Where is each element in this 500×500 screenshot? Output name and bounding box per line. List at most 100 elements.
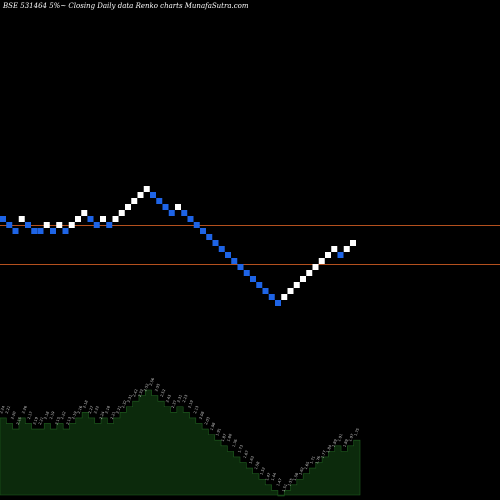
volume-label: 1.58 — [254, 460, 261, 470]
renko-brick-down — [162, 204, 169, 210]
volume-label: 1.98 — [210, 421, 217, 431]
renko-bricks — [0, 186, 356, 306]
volume-label: 1.63 — [248, 456, 255, 465]
renko-brick-up — [137, 192, 144, 198]
volume-label: 1.51 — [282, 483, 289, 492]
volume-label: 2.26 — [21, 405, 28, 415]
volume-label: 2.42 — [132, 389, 139, 398]
volume-label: 2.32 — [138, 389, 145, 398]
renko-brick-up — [287, 288, 294, 294]
volume-label: 1.76 — [315, 455, 322, 465]
renko-brick-up — [318, 258, 325, 264]
renko-brick-down — [262, 288, 269, 294]
volume-label: 1.55 — [287, 478, 294, 487]
volume-label: 1.67 — [243, 450, 250, 459]
renko-brick-down — [62, 228, 69, 234]
renko-brick-down — [87, 216, 94, 222]
volume-label: 2.56 — [149, 377, 156, 387]
volume-label: 2.18 — [82, 399, 89, 409]
renko-brick-down — [31, 228, 38, 234]
volume-label: 1.89 — [343, 438, 350, 448]
renko-brick-up — [281, 294, 288, 300]
volume-label: 2.19 — [49, 410, 56, 420]
volume-label: 2.13 — [66, 416, 73, 425]
volume-label: 2.15 — [55, 416, 62, 425]
renko-brick-up — [306, 270, 313, 276]
renko-brick-down — [0, 216, 6, 222]
renko-brick-up — [75, 216, 81, 222]
renko-brick-down — [206, 234, 213, 240]
volume-label: 1.89 — [331, 438, 338, 448]
renko-brick-down — [12, 228, 19, 234]
volume-label: 2.21 — [110, 411, 117, 420]
renko-brick-up — [43, 222, 50, 228]
renko-brick-up — [350, 240, 356, 246]
volume-label: 1.91 — [337, 433, 344, 442]
renko-brick-down — [237, 264, 244, 270]
volume-label: 2.21 — [5, 405, 12, 414]
renko-brick-down — [37, 228, 44, 234]
volume-label: 1.76 — [232, 438, 239, 448]
volume-label: 2.24 — [99, 410, 106, 420]
chart-title: BSE 531464 5%~ Closing Daily data Renko … — [3, 2, 249, 10]
volume-label: 2.55 — [154, 383, 161, 392]
renko-brick-down — [200, 228, 206, 234]
volume-label: 1.65 — [304, 461, 311, 470]
renko-brick-up — [125, 204, 131, 210]
volume-label: 2.19 — [187, 399, 194, 409]
renko-brick-down — [106, 222, 113, 228]
volume-label: 2.18 — [43, 410, 50, 420]
volume-label: 2.43 — [165, 394, 172, 403]
renko-brick-up — [18, 216, 25, 222]
renko-brick-up — [293, 282, 300, 288]
volume-label: 2.19 — [71, 410, 78, 420]
renko-brick-down — [212, 240, 219, 246]
renko-brick-down — [225, 252, 231, 258]
volume-label: 1.73 — [237, 444, 244, 453]
volume-label: 1.75 — [354, 428, 361, 437]
volume-label: 1.47 — [265, 472, 272, 481]
volume-label: 2.20 — [10, 410, 17, 420]
volume-label: 2.24 — [0, 405, 6, 415]
volume-label: 2.16 — [77, 405, 84, 415]
renko-brick-down — [168, 210, 175, 216]
renko-brick-down — [275, 300, 281, 306]
renko-brick-up — [68, 222, 75, 228]
volume-label: 1.87 — [221, 433, 228, 442]
renko-brick-up — [300, 276, 306, 282]
renko-brick-up — [81, 210, 88, 216]
volume-label: 2.15 — [16, 416, 23, 425]
renko-brick-up — [131, 198, 138, 204]
volume-label: 2.22 — [93, 405, 100, 414]
renko-brick-down — [243, 270, 250, 276]
volume-label: 2.19 — [32, 416, 39, 426]
volume-area-path — [0, 389, 361, 497]
volume-label: 2.31 — [127, 394, 134, 403]
volume-label: 2.18 — [104, 405, 111, 415]
volume-label: 2.31 — [176, 394, 183, 403]
renko-brick-down — [231, 258, 238, 264]
volume-label: 2.52 — [160, 389, 167, 398]
volume-label: 1.84 — [326, 444, 333, 454]
volume-label: 1.77 — [320, 450, 327, 459]
volume-label: 1.80 — [226, 433, 233, 443]
volume-label: 2.22 — [60, 411, 67, 420]
renko-brick-up — [343, 246, 350, 252]
renko-brick-up — [325, 252, 331, 258]
volume-label: 1.47 — [276, 478, 283, 487]
renko-brick-down — [337, 252, 344, 258]
renko-brick-up — [118, 210, 125, 216]
volume-label: 2.23 — [182, 394, 189, 403]
volume-label: 2.03 — [204, 416, 211, 425]
renko-brick-down — [193, 222, 200, 228]
renko-brick-up — [312, 264, 319, 270]
renko-brick-down — [25, 222, 31, 228]
volume-label: 2.17 — [27, 411, 34, 420]
volume-label: 2.52 — [143, 383, 150, 392]
renko-brick-down — [156, 198, 163, 204]
renko-brick-up — [331, 246, 338, 252]
reference-lines — [0, 225, 500, 265]
volume-label: 1.52 — [259, 467, 266, 476]
renko-brick-up — [143, 186, 150, 192]
